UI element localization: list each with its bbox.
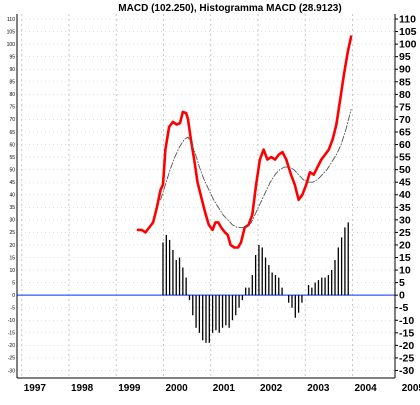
y-tick-label-left: 90 [9, 67, 15, 73]
y-tick-label-right: 80 [399, 89, 411, 101]
macd-line [136, 35, 353, 249]
y-tick-label-right: 25 [399, 227, 411, 239]
y-tick-label-left: 60 [9, 142, 15, 148]
x-tick-label: 2002 [260, 383, 283, 394]
x-tick-label: 1999 [118, 383, 141, 394]
y-tick-label-right: 65 [399, 126, 411, 138]
y-tick-label-right: 105 [399, 26, 417, 38]
y-tick-label-left: 25 [9, 230, 15, 236]
y-tick-label-left: 15 [9, 255, 15, 261]
y-tick-label-right: 95 [399, 51, 411, 63]
y-tick-label-left: 55 [9, 155, 15, 161]
y-tick-label-left: 100 [7, 42, 16, 48]
chart-title: MACD (102.250), Histogramma MACD (28.912… [118, 3, 341, 14]
y-tick-label-right: -15 [399, 327, 414, 339]
y-tick-label-left: 35 [9, 205, 15, 211]
y-tick-label-left: -10 [8, 318, 15, 324]
y-tick-label-left: 20 [9, 243, 15, 249]
y-tick-label-left: 80 [9, 92, 15, 98]
y-tick-label-right: 90 [399, 64, 411, 76]
y-tick-label-right: -10 [399, 315, 414, 327]
histogram-layer [162, 222, 349, 343]
grid-layer [17, 14, 395, 378]
y-tick-label-left: 95 [9, 54, 15, 60]
y-tick-label-right: 55 [399, 152, 411, 164]
label-layer: 1101051009590858075706560555045403530252… [7, 14, 420, 394]
y-tick-label-left: 40 [9, 193, 15, 199]
y-tick-label-right: -25 [399, 352, 414, 364]
y-tick-label-left: 75 [9, 105, 15, 111]
y-tick-label-left: 50 [9, 167, 15, 173]
y-tick-label-left: 70 [9, 117, 15, 123]
x-tick-label: 2003 [307, 383, 330, 394]
y-tick-label-right: 20 [399, 239, 411, 251]
y-tick-label-right: 70 [399, 114, 411, 126]
axis-layer [16, 14, 398, 379]
y-tick-label-right: 75 [399, 101, 411, 113]
y-tick-label-left: 5 [12, 280, 15, 286]
y-tick-label-right: -5 [399, 302, 408, 314]
line-layer [136, 35, 353, 249]
y-tick-label-left: -5 [11, 306, 16, 312]
y-tick-label-left: -15 [8, 331, 15, 337]
y-tick-label-left: -20 [8, 343, 15, 349]
y-tick-label-left: 30 [9, 218, 15, 224]
y-tick-label-right: 30 [399, 214, 411, 226]
y-tick-label-right: -30 [399, 365, 414, 377]
y-tick-label-right: -20 [399, 340, 414, 352]
y-tick-label-left: 10 [9, 268, 15, 274]
x-tick-label: 2000 [165, 383, 188, 394]
signal-line [160, 108, 352, 228]
x-tick-label: 2004 [354, 383, 377, 394]
y-tick-label-right: 0 [399, 290, 405, 302]
y-tick-label-right: 35 [399, 202, 411, 214]
x-tick-label: 1998 [71, 383, 94, 394]
y-tick-label-right: 100 [399, 39, 417, 51]
y-tick-label-right: 5 [399, 277, 405, 289]
y-tick-label-left: -25 [8, 356, 15, 362]
y-tick-label-right: 10 [399, 265, 411, 277]
x-tick-label: 1997 [24, 383, 47, 394]
y-tick-label-right: 60 [399, 139, 411, 151]
y-tick-label-right: 110 [399, 14, 416, 26]
x-tick-label: 2005 [402, 383, 420, 394]
y-tick-label-right: 85 [399, 76, 411, 88]
y-tick-label-right: 15 [399, 252, 411, 264]
y-tick-label-left: 105 [7, 29, 16, 35]
y-tick-label-left: 65 [9, 130, 15, 136]
y-tick-label-left: 0 [12, 293, 15, 299]
y-tick-label-right: 50 [399, 164, 411, 176]
y-tick-label-left: 110 [7, 17, 15, 23]
y-tick-label-left: -30 [8, 368, 15, 374]
y-tick-label-left: 85 [9, 80, 15, 86]
x-tick-label: 2001 [213, 383, 236, 394]
y-tick-label-right: 40 [399, 189, 411, 201]
y-tick-label-right: 45 [399, 177, 411, 189]
y-tick-label-left: 45 [9, 180, 15, 186]
